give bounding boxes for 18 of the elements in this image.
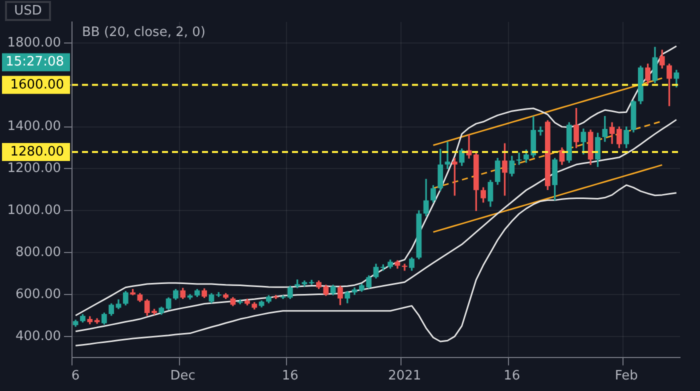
y-tick-label: 600.00 (16, 286, 61, 302)
y-tick-label: 1000.00 (7, 203, 61, 218)
y-axis-title: USD (14, 3, 42, 18)
y-tick-label: 1200.00 (7, 161, 61, 176)
x-tick-label: 6 (71, 368, 80, 384)
x-tick-label: 2021 (388, 368, 422, 384)
y-tick-label: 1800.00 (7, 35, 61, 50)
y-tick-label: 1400.00 (7, 119, 61, 134)
x-tick-label: Feb (614, 368, 638, 384)
x-tick-label: 16 (282, 368, 298, 384)
x-tick-label: 16 (504, 368, 520, 384)
y-tick-label: 400.00 (16, 328, 61, 344)
y-tick-label: 800.00 (16, 244, 61, 260)
annotation: BB (20, close, 2, 0) (82, 24, 206, 40)
text: 15:27:08 (6, 54, 64, 70)
x-tick-label: Dec (170, 368, 196, 384)
ref-line-label: 1600.00 (10, 77, 64, 92)
ref-line-label: 1280.00 (10, 144, 64, 160)
